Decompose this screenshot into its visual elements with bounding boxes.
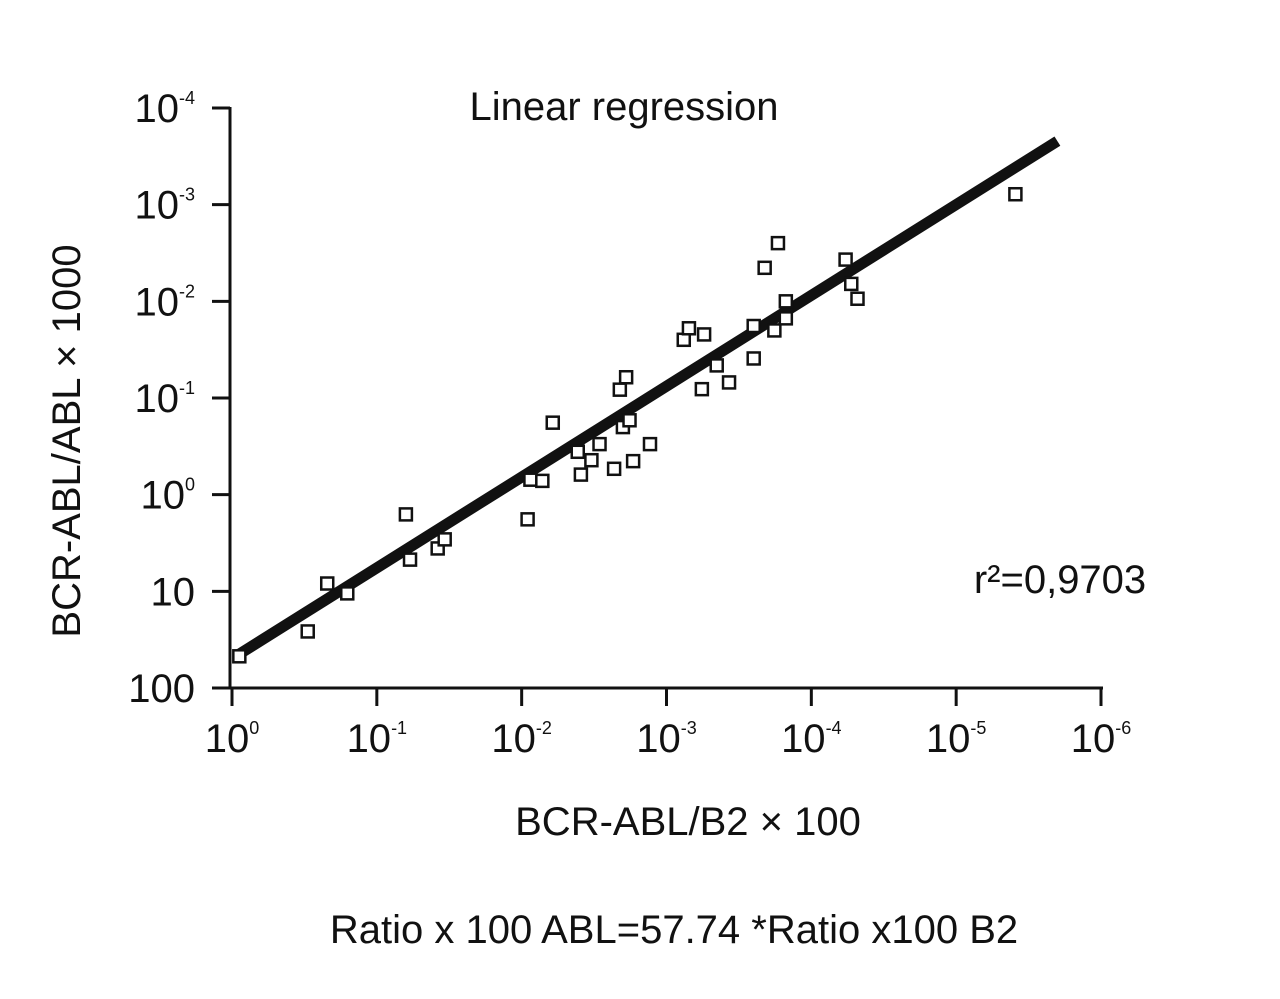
regression-line xyxy=(235,136,1061,660)
data-point xyxy=(681,321,697,336)
y-tick-base: 10 xyxy=(140,474,185,518)
data-point xyxy=(838,252,853,267)
chart-title: Linear regression xyxy=(469,85,778,129)
data-point xyxy=(709,358,724,373)
data-point xyxy=(545,415,561,430)
y-tick-exponent: 0 xyxy=(185,475,195,495)
data-point xyxy=(535,473,550,489)
r-squared-label: r²=0,9703 xyxy=(974,558,1146,602)
data-point xyxy=(437,532,452,547)
y-tick-base: 100 xyxy=(128,667,195,711)
y-tick-base: 10 xyxy=(134,184,179,228)
data-point xyxy=(618,369,634,385)
data-point xyxy=(584,452,599,468)
data-point xyxy=(319,576,335,591)
y-tick-label: 10-3 xyxy=(134,184,195,228)
x-tick-label: 10-1 xyxy=(347,717,408,761)
x-tick-exponent: -4 xyxy=(826,718,842,738)
x-axis-ticks: 100 10-1 10-2 10-3 10-4 10-5 10-6 xyxy=(205,688,1132,761)
data-point xyxy=(696,327,712,342)
y-tick-base: 10 xyxy=(151,570,196,614)
x-tick-base: 10 xyxy=(926,717,971,761)
data-point xyxy=(622,413,637,428)
y-tick-label: 10-2 xyxy=(134,280,195,324)
x-tick-label: 10-2 xyxy=(491,717,552,761)
x-tick-label: 100 xyxy=(205,717,260,761)
data-point xyxy=(757,260,772,276)
data-point xyxy=(570,444,585,460)
data-point xyxy=(520,512,535,527)
x-tick-exponent: -2 xyxy=(536,718,552,738)
x-tick-exponent: -6 xyxy=(1115,718,1131,738)
y-tick-base: 10 xyxy=(134,87,179,131)
data-point xyxy=(721,375,737,390)
x-tick-exponent: -3 xyxy=(681,718,697,738)
y-axis-title: BCR-ABL/ABL × 1000 xyxy=(45,244,89,637)
data-point xyxy=(778,311,794,326)
y-tick-base: 10 xyxy=(134,377,179,421)
x-tick-label: 10-6 xyxy=(1071,717,1132,761)
data-point xyxy=(746,351,761,366)
y-tick-base: 10 xyxy=(134,280,179,324)
y-tick-label: 100 xyxy=(140,474,195,518)
x-tick-base: 10 xyxy=(205,717,250,761)
data-point xyxy=(844,276,859,292)
data-point xyxy=(612,382,628,397)
x-tick-base: 10 xyxy=(347,717,392,761)
x-tick-exponent: -5 xyxy=(970,718,986,738)
data-point xyxy=(778,294,794,309)
x-tick-base: 10 xyxy=(491,717,536,761)
y-tick-label: 10 xyxy=(151,570,196,614)
y-tick-exponent: -2 xyxy=(179,281,195,301)
data-points xyxy=(232,186,1023,664)
data-point xyxy=(340,586,355,601)
data-point xyxy=(694,381,710,397)
x-tick-exponent: -1 xyxy=(391,718,407,738)
x-tick-base: 10 xyxy=(636,717,681,761)
data-point xyxy=(592,436,607,452)
data-point xyxy=(573,467,589,482)
x-tick-label: 10-4 xyxy=(781,717,842,761)
data-point xyxy=(523,472,538,487)
y-tick-exponent: -4 xyxy=(179,88,195,108)
data-point xyxy=(232,649,247,664)
x-tick-label: 10-3 xyxy=(636,717,697,761)
data-point xyxy=(625,453,641,469)
regression-line-group xyxy=(235,136,1061,660)
data-point xyxy=(398,507,414,522)
x-tick-base: 10 xyxy=(1071,717,1116,761)
x-tick-label: 10-5 xyxy=(926,717,987,761)
x-tick-exponent: 0 xyxy=(249,718,259,738)
data-point xyxy=(606,461,622,477)
data-point xyxy=(850,291,865,306)
data-point xyxy=(402,552,418,567)
regression-equation: Ratio x 100 ABL=57.74 *Ratio x100 B2 xyxy=(330,908,1018,952)
y-tick-exponent: -1 xyxy=(179,378,195,398)
data-point xyxy=(1008,186,1023,202)
y-tick-exponent: -3 xyxy=(179,185,195,205)
data-point xyxy=(676,332,692,348)
data-point xyxy=(770,235,786,251)
y-tick-label: 10-1 xyxy=(134,377,195,421)
data-point xyxy=(300,624,315,639)
x-axis-title: BCR-ABL/B2 × 100 xyxy=(515,800,861,844)
x-tick-base: 10 xyxy=(781,717,826,761)
data-point xyxy=(746,318,761,334)
y-tick-label: 100 xyxy=(128,667,195,711)
data-point xyxy=(767,323,782,338)
data-point xyxy=(642,436,658,452)
x-axis: 100 10-1 10-2 10-3 10-4 10-5 10-6 xyxy=(205,686,1132,761)
y-tick-label: 10-4 xyxy=(134,87,195,131)
